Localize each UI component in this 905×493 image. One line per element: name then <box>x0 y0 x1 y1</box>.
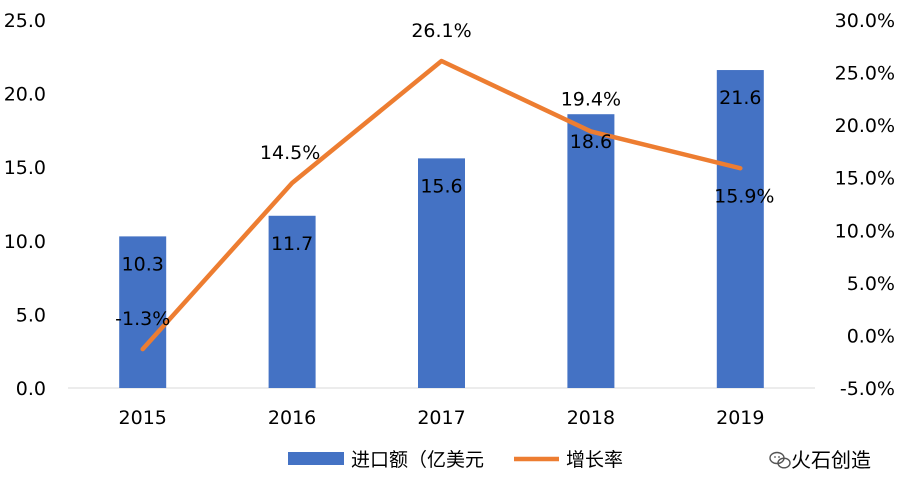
y-left-tick: 20.0 <box>4 84 46 106</box>
x-tick-2018: 2018 <box>567 407 615 429</box>
legend-label-bar: 进口额（亿美元 <box>351 449 484 471</box>
legend-label-line: 增长率 <box>566 449 623 471</box>
y-axis-left: 0.0 5.0 10.0 15.0 20.0 25.0 <box>4 10 46 400</box>
growth-line-path <box>140 58 743 352</box>
line-label-2016: 14.5% <box>260 142 320 164</box>
legend-swatch-bar <box>288 452 344 465</box>
y-left-tick: 10.0 <box>4 231 46 253</box>
line-label-2019: 15.9% <box>714 185 774 207</box>
line-label-2018: 19.4% <box>561 88 621 110</box>
wechat-icon <box>769 451 791 469</box>
y-left-tick: 15.0 <box>4 157 46 179</box>
y-right-tick: 20.0% <box>835 115 895 137</box>
line-label-2017: 26.1% <box>411 20 471 42</box>
growth-line <box>140 58 743 352</box>
x-tick-2017: 2017 <box>417 407 465 429</box>
y-right-tick: 0.0% <box>847 325 895 347</box>
x-tick-2016: 2016 <box>268 407 316 429</box>
data-labels: 10.3 11.7 15.6 18.6 21.6 -1.3% 14.5% 26.1% 19.4%… <box>115 20 774 330</box>
bar-2019 <box>716 70 764 388</box>
bar-label-2015: 10.3 <box>122 253 164 275</box>
watermark: 火石创造 <box>769 448 871 472</box>
bar-2016 <box>268 215 316 388</box>
y-left-tick: 25.0 <box>4 10 46 32</box>
bar-label-2018: 18.6 <box>570 131 612 153</box>
y-right-tick: 25.0% <box>835 63 895 85</box>
y-axis-right: -5.0% 0.0% 5.0% 10.0% 15.0% 20.0% 25.0% 30.0% <box>835 10 895 400</box>
line-label-2015: -1.3% <box>115 308 170 330</box>
bar-label-2017: 15.6 <box>420 175 462 197</box>
y-right-tick: 10.0% <box>835 220 895 242</box>
bar-2015 <box>119 236 167 388</box>
y-left-tick: 5.0 <box>16 304 46 326</box>
y-right-tick: 15.0% <box>835 168 895 190</box>
y-right-tick: 5.0% <box>847 273 895 295</box>
x-tick-2015: 2015 <box>119 407 167 429</box>
bar-label-2019: 21.6 <box>719 87 761 109</box>
x-tick-2019: 2019 <box>716 407 764 429</box>
y-right-tick: -5.0% <box>840 378 895 400</box>
bars <box>119 70 764 388</box>
x-tick-labels: 2015 2016 2017 2018 2019 <box>119 407 765 429</box>
y-right-tick: 30.0% <box>835 10 895 32</box>
watermark-text: 火石创造 <box>791 448 871 472</box>
legend: 进口额（亿美元 增长率 <box>288 449 623 471</box>
y-left-tick: 0.0 <box>16 378 46 400</box>
bar-2017 <box>418 158 465 388</box>
bar-label-2016: 11.7 <box>271 233 313 255</box>
bar-2018 <box>567 114 615 388</box>
